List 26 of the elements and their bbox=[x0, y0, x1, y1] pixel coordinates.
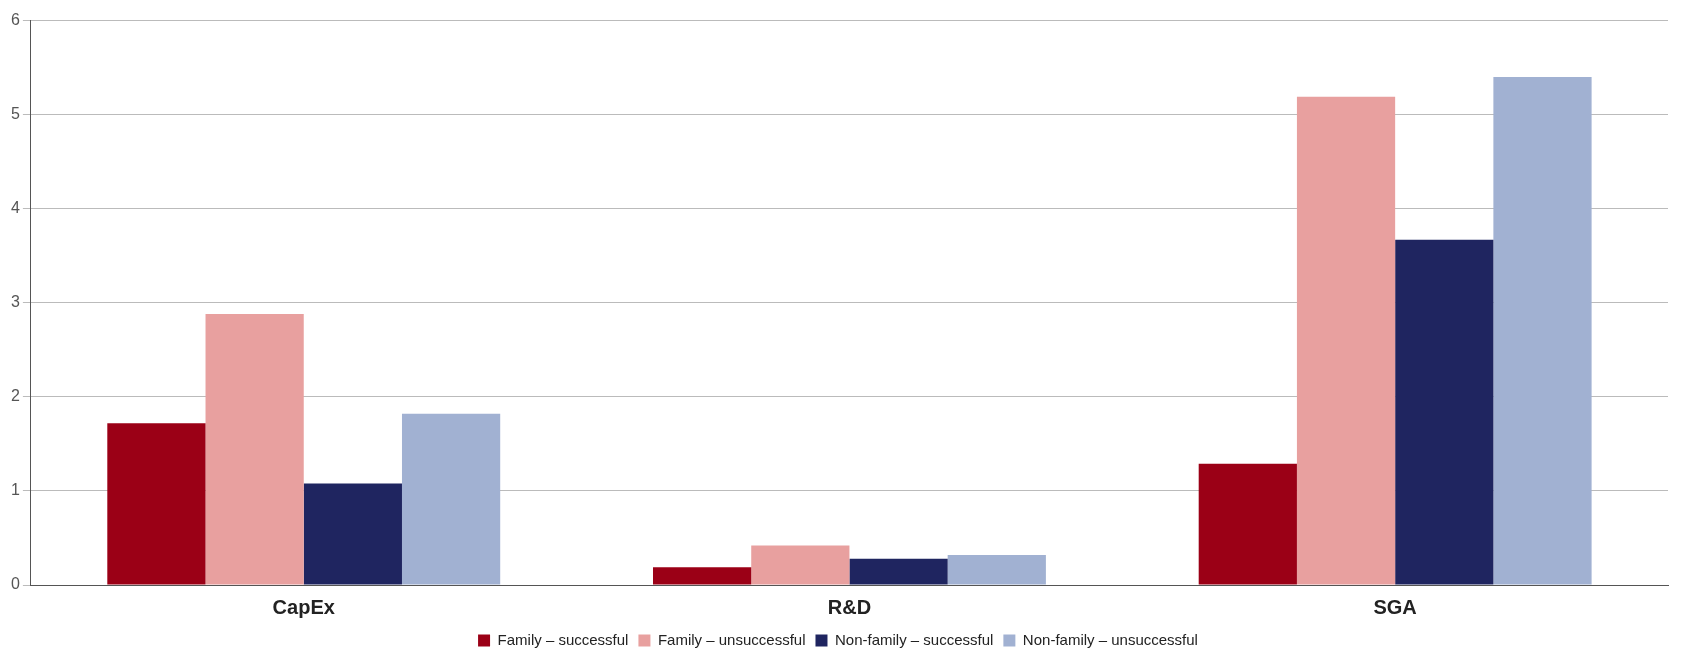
bar bbox=[947, 554, 1046, 585]
legend-label: Non-family – unsuccessful bbox=[1022, 630, 1198, 648]
bar bbox=[653, 567, 752, 585]
y-tick-label: 5 bbox=[10, 105, 20, 123]
bar bbox=[1493, 77, 1592, 585]
bar bbox=[401, 413, 501, 585]
y-tick-label: 2 bbox=[10, 387, 20, 405]
legend-label: Non-family – successful bbox=[834, 630, 994, 648]
legend-label: Family – successful bbox=[497, 630, 629, 648]
bar bbox=[205, 314, 304, 585]
x-tick-label: SGA bbox=[1373, 595, 1417, 618]
y-tick-label: 1 bbox=[10, 481, 20, 499]
x-tick-label: R&D bbox=[827, 595, 872, 618]
bar bbox=[1198, 463, 1297, 585]
bar bbox=[303, 483, 402, 585]
bar bbox=[1395, 239, 1494, 585]
x-tick-label: CapEx bbox=[272, 595, 335, 618]
y-tick-label: 0 bbox=[10, 575, 20, 593]
bar bbox=[751, 545, 850, 585]
bar bbox=[107, 423, 206, 585]
y-tick-label: 4 bbox=[10, 199, 20, 217]
y-tick-label: 3 bbox=[10, 293, 20, 311]
legend-label: Family – unsuccessful bbox=[657, 630, 806, 648]
bar bbox=[1296, 96, 1396, 585]
bar bbox=[849, 558, 948, 585]
y-tick-label: 6 bbox=[10, 11, 20, 29]
